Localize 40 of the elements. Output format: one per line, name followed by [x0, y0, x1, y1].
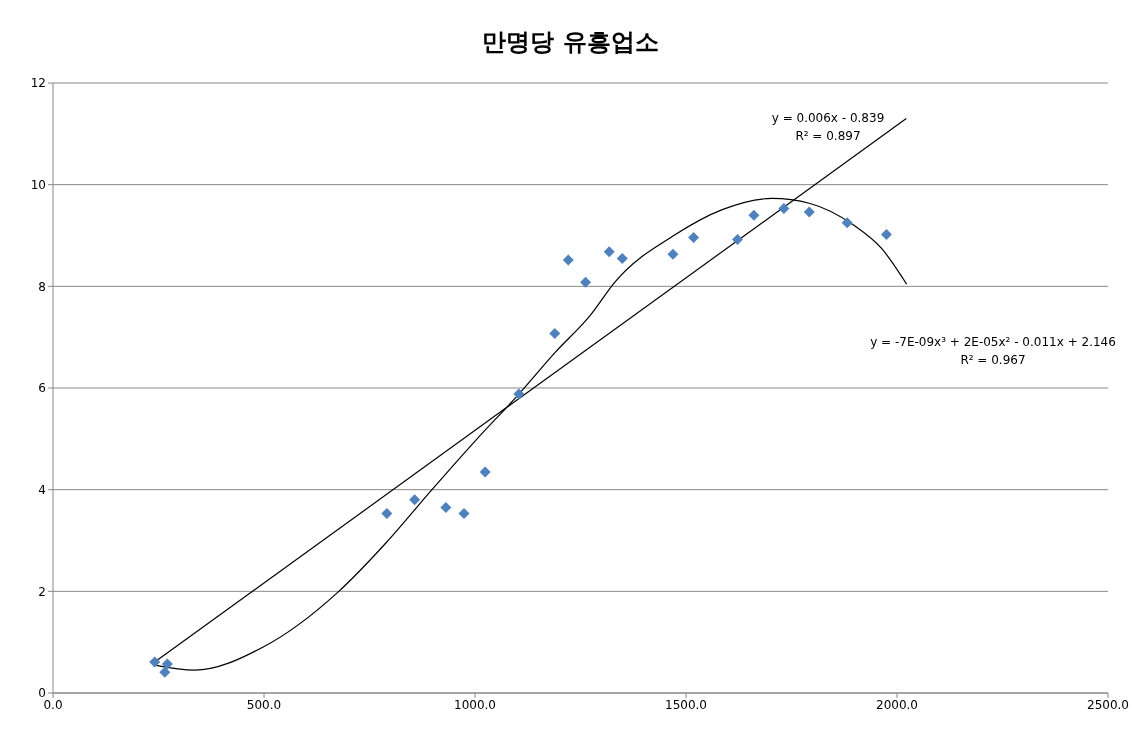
point — [513, 388, 525, 400]
annotation: R² = 0.897 — [795, 129, 861, 143]
point — [748, 209, 760, 221]
point — [580, 276, 592, 288]
x-tick-label: 1000.0 — [454, 697, 496, 712]
point — [440, 501, 452, 513]
point — [803, 206, 815, 218]
point — [688, 232, 700, 244]
point — [667, 248, 679, 260]
y-tick-label: 4 — [38, 482, 46, 497]
x-tick-label: 500.0 — [246, 697, 282, 712]
chart-title: 만명당 유흥업소 — [481, 27, 660, 58]
y-tick-label: 10 — [30, 177, 46, 192]
x-tick-label: 1500.0 — [665, 697, 707, 712]
y-tick-label: 2 — [38, 584, 46, 599]
point — [616, 252, 628, 264]
point — [161, 658, 173, 670]
y-tick-label: 0 — [38, 686, 46, 701]
x-tick-label: 2500.0 — [1087, 697, 1129, 712]
point — [409, 494, 421, 506]
x-tick-label: 2000.0 — [876, 697, 918, 712]
annotation: R² = 0.967 — [960, 353, 1026, 367]
point — [778, 203, 790, 215]
point — [841, 217, 853, 229]
y-tick-label: 6 — [38, 381, 46, 396]
point — [149, 656, 161, 668]
point — [731, 234, 743, 246]
point — [880, 228, 892, 240]
y-tick-label: 12 — [30, 76, 46, 91]
point — [458, 508, 470, 520]
point — [159, 666, 171, 678]
y-tick-label: 8 — [38, 279, 46, 294]
point — [549, 328, 561, 340]
point — [381, 508, 393, 520]
point — [479, 466, 491, 478]
annotation: y = -7E-09x³ + 2E-05x² - 0.011x + 2.146 — [870, 335, 1116, 349]
point — [603, 246, 615, 258]
annotation: y = 0.006x - 0.839 — [771, 111, 885, 125]
point — [562, 254, 574, 266]
x-tick-label: 0.0 — [43, 697, 63, 712]
